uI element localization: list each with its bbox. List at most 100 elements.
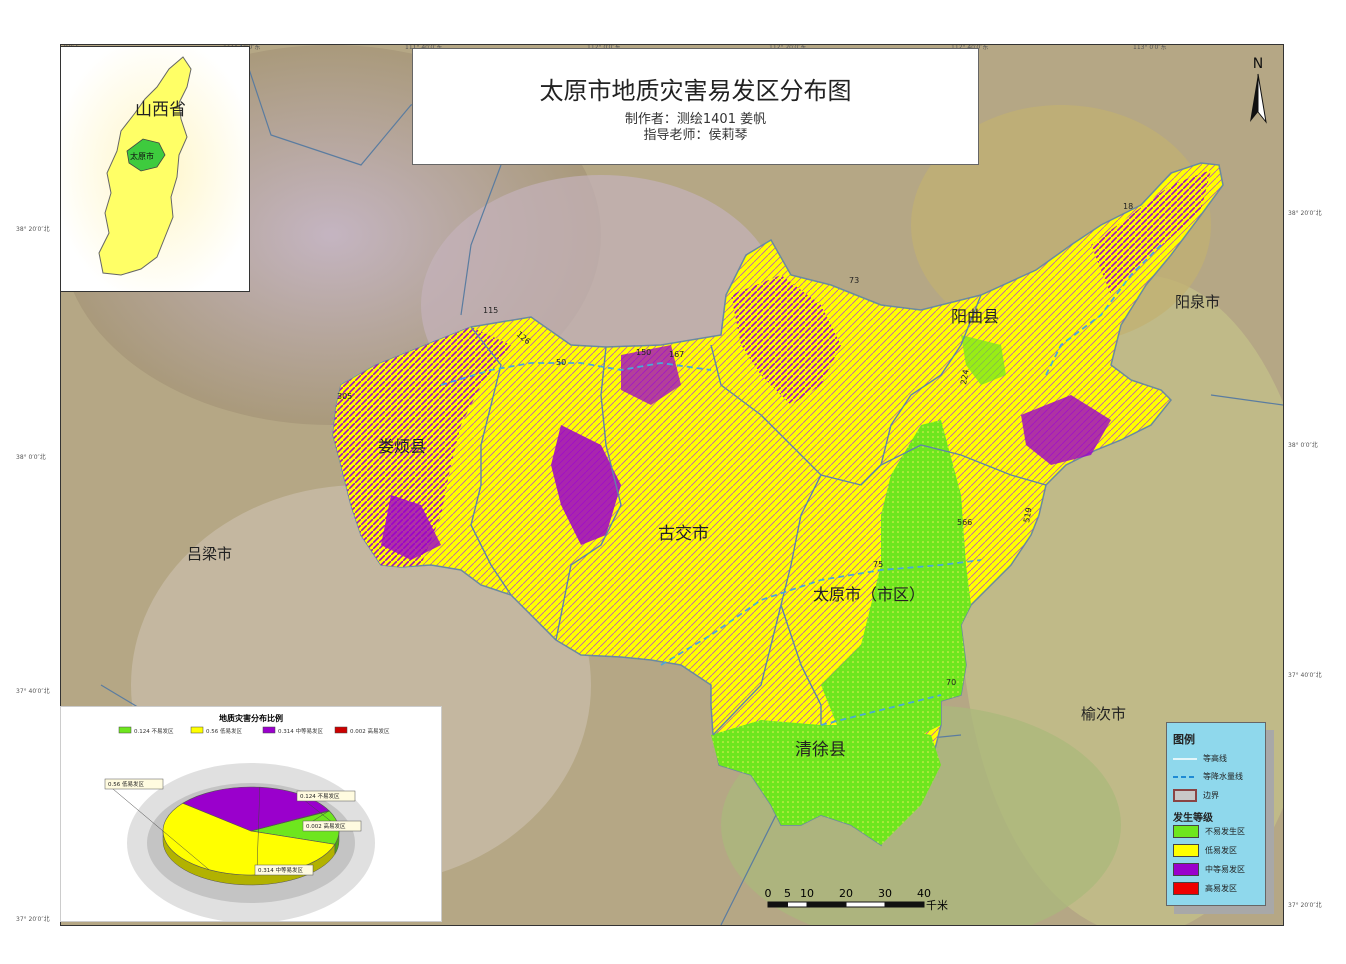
scale-segment xyxy=(767,901,788,908)
advisor-line: 指导老师：侯莉琴 xyxy=(643,128,748,143)
svg-text:18: 18 xyxy=(1123,202,1133,211)
pie-legend-swatch xyxy=(118,726,132,734)
legend-isohyet: 等降水量线 xyxy=(1173,771,1243,782)
qingxu-green xyxy=(711,720,941,845)
inset-province-label: 山西省 xyxy=(135,100,186,120)
scale-bar: 0 5 10 20 30 40 千米 xyxy=(764,884,964,914)
pie-legend-label: 0.002 高易发区 xyxy=(350,727,390,735)
contour-labels: 115 126 305 150 167 224 566 519 75 70 18… xyxy=(337,202,1133,687)
pie-label-box xyxy=(296,790,356,802)
label-yangquan: 阳泉市 xyxy=(1175,293,1221,311)
pie-legend-swatch xyxy=(334,726,348,734)
svg-text:224: 224 xyxy=(959,369,971,386)
scale-tick-label: 5 xyxy=(784,887,791,900)
scale-tick-label: 30 xyxy=(878,887,892,900)
label-lvliang: 吕梁市 xyxy=(187,545,233,563)
label-qingxu: 清徐县 xyxy=(795,740,846,760)
tick-left-3: 37° 40′0″北 xyxy=(16,688,50,695)
legend-grade-row: 高易发区 xyxy=(1173,882,1237,895)
label-yangqu: 阳曲县 xyxy=(951,307,1000,326)
county-boundaries xyxy=(470,294,1047,736)
scale-segment xyxy=(787,901,808,908)
shanxi-inset-svg xyxy=(61,47,249,291)
pie-leader-line xyxy=(106,783,210,870)
inset-map: 山西省 太原市 xyxy=(60,46,250,292)
label-yuci: 榆次市 xyxy=(1081,705,1127,723)
svg-text:167: 167 xyxy=(669,350,684,359)
north-letter: N xyxy=(1253,56,1263,72)
tick-right-2: 38° 0′0″北 xyxy=(1288,442,1318,449)
legend-contour: 等高线 xyxy=(1173,753,1227,764)
svg-text:150: 150 xyxy=(636,348,651,357)
legend-grade-label: 不易发生区 xyxy=(1205,827,1245,836)
louxi-purple xyxy=(333,327,511,567)
scale-tick-label: 20 xyxy=(839,887,853,900)
svg-text:73: 73 xyxy=(849,276,859,285)
legend-grade-swatch xyxy=(1173,844,1199,857)
pie-legend-label: 0.124 不易发区 xyxy=(134,727,174,735)
svg-text:566: 566 xyxy=(957,518,972,527)
legend-boundary: 边界 xyxy=(1173,789,1219,802)
boundary-swatch xyxy=(1173,789,1197,802)
scale-tick-label: 0 xyxy=(765,887,772,900)
inset-city-label: 太原市 xyxy=(130,152,154,161)
legend-grade-label: 中等易发区 xyxy=(1205,865,1245,874)
legend-grade-swatch xyxy=(1173,863,1199,876)
pie-data-label: 0.002 高易发区 xyxy=(306,822,346,830)
scale-segment xyxy=(806,901,847,908)
isohyet-line-icon xyxy=(1173,775,1197,778)
pie-legend-swatch xyxy=(190,726,204,734)
taiyuan-region xyxy=(332,162,1224,847)
svg-text:50: 50 xyxy=(556,358,566,367)
map-title: 太原市地质灾害易发区分布图 xyxy=(539,77,852,105)
pie-chart-box: 地质灾害分布比例 0.124 不易发区 0.56 低易发区 0.314 中等易发区 0.… xyxy=(60,706,442,923)
legend-boundary-label: 边界 xyxy=(1203,791,1219,800)
legend-title: 图例 xyxy=(1173,733,1195,746)
scale-segment xyxy=(884,901,925,908)
north-arrow-icon: N xyxy=(1250,56,1267,124)
svg-text:75: 75 xyxy=(873,560,883,569)
legend-contour-label: 等高线 xyxy=(1203,754,1227,763)
pie-legend-swatch xyxy=(262,726,276,734)
legend-grade-swatch xyxy=(1173,882,1199,895)
pie-data-label: 0.124 不易发区 xyxy=(300,792,340,800)
tick-right-1: 38° 20′0″北 xyxy=(1288,210,1322,217)
legend-grade-row: 不易发生区 xyxy=(1173,825,1245,838)
scale-segment xyxy=(845,901,886,908)
legend-grade-row: 中等易发区 xyxy=(1173,863,1245,876)
scale-tick-label: 10 xyxy=(800,887,814,900)
pie-legend-label: 0.314 中等易发区 xyxy=(278,727,323,735)
tick-left-4: 37° 20′0″北 xyxy=(16,916,50,923)
legend: 图例 等高线 等降水量线 边界 发生等级 不易发生区低易发区中等易发区高易发区 xyxy=(1166,722,1266,906)
pie-legend-label: 0.56 低易发区 xyxy=(206,727,242,735)
north-arrow: N xyxy=(1238,54,1278,128)
tick-right-4: 37° 20′0″北 xyxy=(1288,902,1322,909)
pie-label-box xyxy=(302,820,362,832)
tick-top-7: 113° 0′0″东 xyxy=(1133,44,1167,51)
legend-grade-title: 发生等级 xyxy=(1173,813,1213,824)
legend-grade-swatch xyxy=(1173,825,1199,838)
legend-grade-label: 高易发区 xyxy=(1205,884,1237,893)
svg-text:70: 70 xyxy=(946,678,956,687)
scale-unit: 千米 xyxy=(926,899,948,912)
isohyets xyxy=(440,244,1162,726)
pie-label-box xyxy=(104,778,164,790)
svg-text:115: 115 xyxy=(483,306,498,315)
taiyuan-green xyxy=(821,420,971,735)
tick-left-2: 38° 0′0″北 xyxy=(16,454,46,461)
taiyuan-inset-shape xyxy=(126,138,166,172)
pie-leader-line xyxy=(256,787,261,871)
svg-text:305: 305 xyxy=(337,392,352,401)
tick-right-3: 37° 40′0″北 xyxy=(1288,672,1322,679)
label-taiyuan-city: 太原市（市区） xyxy=(813,585,926,604)
legend-isohyet-label: 等降水量线 xyxy=(1203,772,1243,781)
scale-tick-label: 40 xyxy=(917,887,931,900)
contour-line-icon xyxy=(1173,757,1197,760)
pie-title: 地质灾害分布比例 xyxy=(219,713,283,723)
label-louxi: 娄烦县 xyxy=(378,437,427,456)
pie-label-box xyxy=(254,864,314,876)
pie-slice xyxy=(250,810,331,832)
legend-grade-row: 低易发区 xyxy=(1173,844,1237,857)
label-gujiao: 古交市 xyxy=(658,524,709,544)
